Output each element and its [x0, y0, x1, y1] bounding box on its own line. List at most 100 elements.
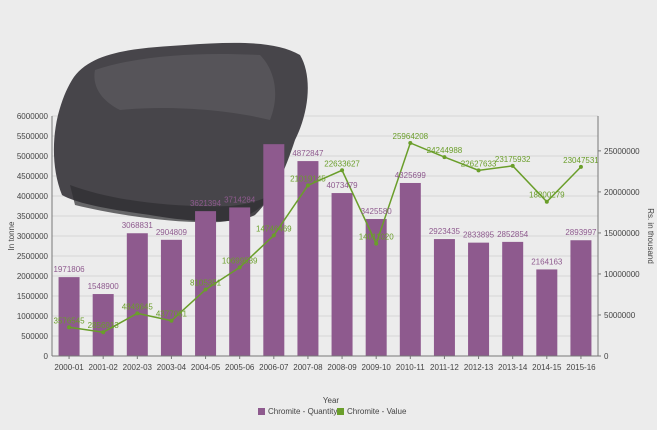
point-chromite-value — [169, 318, 174, 323]
line-data-label: 21019145 — [290, 174, 326, 183]
left-tick-label: 1500000 — [17, 292, 49, 301]
x-tick-label: 2012-13 — [464, 363, 494, 372]
bar-data-label: 1971806 — [53, 265, 85, 274]
line-data-label: 22633627 — [324, 159, 360, 168]
bar-chromite-quantity — [468, 242, 490, 356]
point-chromite-value — [237, 265, 242, 270]
point-chromite-value — [476, 168, 481, 173]
line-data-label: 3576545 — [53, 316, 85, 325]
point-chromite-value — [305, 183, 310, 188]
x-tick-label: 2006-07 — [259, 363, 289, 372]
axes-layer: 0 500000 1000000 1500000 2000000 2500000 30000… — [7, 112, 655, 405]
point-chromite-value — [578, 164, 583, 169]
point-chromite-value — [340, 168, 345, 173]
left-tick-label: 5500000 — [17, 132, 49, 141]
bar-data-label: 3714284 — [224, 195, 256, 204]
bar-chromite-quantity — [331, 193, 353, 356]
x-tick-label: 2000-01 — [54, 363, 84, 372]
bar-data-label: 2164163 — [531, 257, 563, 266]
line-data-label: 25964208 — [393, 132, 429, 141]
x-tick-label: 2015-16 — [566, 363, 596, 372]
left-tick-label: 3000000 — [17, 232, 49, 241]
point-chromite-value — [408, 140, 413, 145]
point-chromite-value — [510, 163, 515, 168]
line-data-label: 14011020 — [359, 233, 395, 242]
left-tick-label: 5000000 — [17, 152, 49, 161]
x-tick-label: 2005-06 — [225, 363, 255, 372]
left-tick-label: 6000000 — [17, 112, 49, 121]
bar-data-label: 2904809 — [156, 228, 188, 237]
point-chromite-value — [101, 330, 106, 335]
y-axis-right-title: Rs. in thousand — [646, 208, 655, 264]
bar-data-label: 1548900 — [88, 282, 120, 291]
left-tick-label: 4000000 — [17, 192, 49, 201]
left-tick-label: 3500000 — [17, 212, 49, 221]
bar-data-label: 2852854 — [497, 230, 529, 239]
line-data-label: 23047531 — [563, 156, 599, 165]
bar-data-label: 3425580 — [361, 207, 393, 216]
bar-data-label: 2923435 — [429, 227, 461, 236]
legend-swatch-value — [337, 408, 344, 415]
line-data-label: 8105351 — [190, 279, 222, 288]
bar-data-label: 2833895 — [463, 231, 495, 240]
bar-chromite-quantity — [126, 233, 148, 356]
legend-label-quantity: Chromite - Quantity — [268, 407, 337, 416]
line-chromite-value — [68, 141, 582, 333]
bar-data-label: 4325699 — [395, 171, 427, 180]
line-data-label: 4849645 — [122, 302, 154, 311]
left-tick-label: 4500000 — [17, 172, 49, 181]
bar-chromite-quantity — [433, 239, 455, 356]
bar-chromite-quantity — [570, 240, 592, 356]
rock-highlight — [94, 53, 276, 120]
bar-chromite-quantity — [399, 182, 421, 356]
x-tick-label: 2009-10 — [362, 363, 392, 372]
bar-chromite-quantity — [92, 294, 114, 356]
y-axis-left-title: In tonne — [7, 221, 16, 250]
line-data-label: 4377081 — [156, 310, 188, 319]
left-tick-label: 0 — [44, 352, 49, 361]
x-tick-label: 2013-14 — [498, 363, 528, 372]
line-data-label: 2856013 — [88, 321, 120, 330]
line-data-label: 23175932 — [495, 155, 531, 164]
bar-data-label: 4872847 — [292, 149, 324, 158]
x-tick-label: 2003-04 — [157, 363, 187, 372]
x-tick-label: 2001-02 — [89, 363, 119, 372]
point-chromite-value — [442, 155, 447, 160]
left-tick-label: 2000000 — [17, 272, 49, 281]
x-tick-label: 2014-15 — [532, 363, 562, 372]
right-tick-label: 5000000 — [604, 311, 636, 320]
x-axis-title: Year — [323, 396, 340, 405]
bar-chromite-quantity — [195, 211, 217, 356]
bar-chromite-quantity — [297, 161, 319, 356]
x-tick-label: 2010-11 — [396, 363, 425, 372]
legend: Chromite - Quantity Chromite - Value — [258, 407, 407, 416]
right-tick-label: 10000000 — [604, 270, 640, 279]
x-tick-label: 2004-05 — [191, 363, 221, 372]
bar-chromite-quantity — [502, 241, 524, 356]
x-tick-label: 2008-09 — [327, 363, 357, 372]
right-tick-label: 20000000 — [604, 188, 640, 197]
left-tick-label: 500000 — [21, 332, 48, 341]
bar-chromite-quantity — [229, 207, 251, 356]
legend-swatch-quantity — [258, 408, 265, 415]
bar-chromite-quantity — [160, 239, 182, 356]
line-layer — [67, 140, 583, 335]
right-tick-label: 0 — [604, 352, 609, 361]
bar-data-label: 4073479 — [326, 181, 358, 190]
line-data-label: 10699539 — [222, 256, 258, 265]
bar-chromite-quantity — [263, 144, 285, 356]
bar-data-label: 2893997 — [565, 228, 597, 237]
line-data-label: 14746469 — [256, 224, 292, 233]
right-tick-label: 15000000 — [604, 229, 640, 238]
bar-data-label: 3068831 — [122, 221, 154, 230]
left-tick-label: 1000000 — [17, 312, 49, 321]
right-tick-label: 25000000 — [604, 147, 640, 156]
bar-chromite-quantity — [536, 269, 558, 356]
chromite-rock-photo — [53, 42, 308, 223]
x-tick-label: 2007-08 — [293, 363, 323, 372]
bars-layer — [58, 144, 592, 356]
point-chromite-value — [544, 199, 549, 204]
line-data-label: 22627633 — [461, 159, 497, 168]
